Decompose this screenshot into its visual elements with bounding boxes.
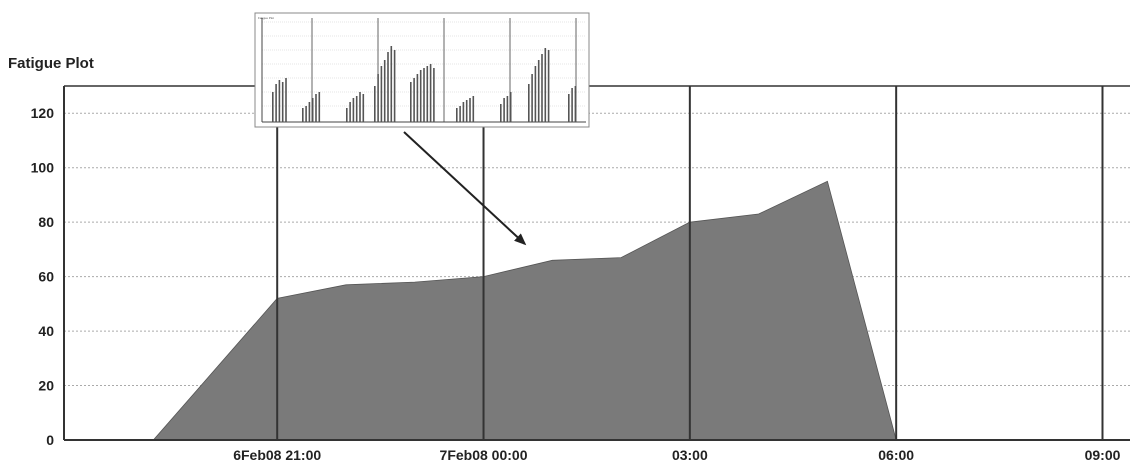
- y-tick-100: 100: [31, 160, 55, 176]
- inset-bar-4-6: [429, 64, 432, 122]
- inset-bar-7-0: [528, 84, 530, 122]
- inset-bar-2-4: [359, 92, 361, 122]
- inset-bar-1-3: [311, 98, 314, 122]
- inset-bar-1-5: [318, 92, 321, 122]
- inset-bar-1-0: [302, 108, 304, 122]
- inset-bar-6-3: [509, 92, 512, 122]
- inset-bar-5-2: [462, 102, 465, 122]
- inset-bar-3-6: [393, 50, 396, 122]
- inset-title: Fatigue Plot: [258, 16, 274, 20]
- x-tick-3: 06:00: [878, 447, 914, 461]
- inset-bar-2-1: [349, 102, 351, 122]
- inset-bar-0-2: [278, 80, 281, 122]
- inset-bar-2-5: [362, 94, 365, 122]
- y-tick-40: 40: [38, 323, 54, 339]
- inset-bar-3-2: [380, 66, 383, 122]
- inset-bar-7-6: [547, 50, 550, 122]
- inset-bar-5-1: [459, 106, 461, 122]
- y-tick-120: 120: [31, 105, 55, 121]
- y-tick-0: 0: [46, 432, 54, 448]
- inset-bar-3-5: [390, 46, 393, 122]
- x-tick-4: 09:00: [1085, 447, 1121, 461]
- inset-bar-0-3: [281, 82, 284, 122]
- inset-bar-2-3: [355, 96, 358, 122]
- inset-bar-4-0: [410, 82, 412, 122]
- inset-bar-4-7: [433, 68, 435, 122]
- inset-bar-3-4: [387, 52, 389, 122]
- chart-title: Fatigue Plot: [8, 55, 94, 72]
- x-tick-0: 6Feb08 21:00: [233, 447, 321, 461]
- inset-bar-4-4: [423, 68, 425, 122]
- axes: [63, 85, 1130, 441]
- inset-bar-7-4: [541, 54, 543, 122]
- inset-bar-1-2: [308, 102, 311, 122]
- y-tick-60: 60: [38, 269, 54, 285]
- inset-bar-0-4: [285, 78, 287, 122]
- inset-bar-7-1: [531, 74, 533, 122]
- x-tick-labels: 6Feb08 21:00 7Feb08 00:00 03:00 06:00 09:00: [233, 447, 1120, 461]
- inset-bar-6-2: [506, 96, 509, 122]
- inset-bar-6-0: [500, 104, 502, 122]
- inset-bar-0-1: [275, 84, 277, 122]
- inset-bar-2-2: [352, 98, 355, 122]
- inset-bar-5-5: [472, 96, 475, 122]
- inset-bar-5-4: [469, 98, 471, 122]
- inset-bar-2-0: [346, 108, 348, 122]
- inset-thumbnail-chart: Fatigue Plot: [254, 12, 590, 128]
- inset-bar-4-2: [416, 74, 419, 122]
- inset-bar-7-3: [537, 60, 540, 122]
- inset-bar-8-0: [568, 94, 570, 122]
- vertical-gridlines: [276, 86, 1104, 440]
- inset-bar-3-1: [377, 74, 379, 122]
- inset-bar-7-2: [534, 66, 537, 122]
- inset-bar-7-5: [544, 48, 547, 122]
- inset-bar-1-4: [315, 94, 317, 122]
- x-tick-2: 03:00: [672, 447, 708, 461]
- inset-bar-3-3: [383, 60, 386, 122]
- annotation-arrow: [403, 131, 527, 246]
- y-tick-labels: 0 20 40 60 80 100 120: [31, 105, 55, 448]
- inset-bar-4-3: [419, 70, 422, 122]
- inset-bar-5-0: [456, 108, 458, 122]
- inset-bar-0-0: [272, 92, 274, 122]
- inset-bars: [272, 46, 577, 122]
- inset-bar-3-0: [374, 86, 376, 122]
- inset-bar-5-3: [465, 100, 468, 122]
- inset-bar-4-1: [413, 78, 415, 122]
- inset-bar-8-1: [571, 88, 573, 122]
- inset-bar-6-1: [503, 98, 505, 122]
- y-tick-80: 80: [38, 214, 54, 230]
- inset-bar-4-5: [426, 66, 429, 122]
- inset-bar-8-2: [574, 86, 577, 122]
- x-tick-1: 7Feb08 00:00: [440, 447, 528, 461]
- y-tick-20: 20: [38, 378, 54, 394]
- inset-bar-1-1: [305, 106, 307, 122]
